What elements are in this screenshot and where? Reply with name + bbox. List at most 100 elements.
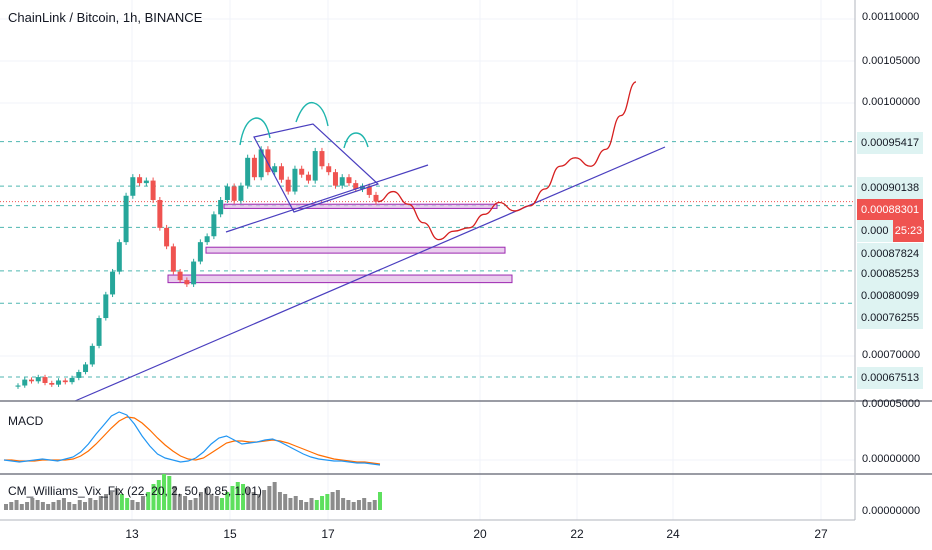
wvf-bar xyxy=(209,494,214,510)
wvf-bar xyxy=(51,502,56,510)
wvf-bar xyxy=(325,494,330,510)
wvf-bar xyxy=(35,500,40,510)
candle-body xyxy=(170,246,176,272)
wvf-bar xyxy=(241,484,246,510)
wvf-bar xyxy=(235,482,240,510)
projection-line xyxy=(377,81,637,241)
wvf-bar xyxy=(335,490,340,510)
wvf-bar xyxy=(378,492,382,510)
wvf-bar xyxy=(98,496,103,510)
wvf-bar xyxy=(204,488,209,510)
candle-body xyxy=(157,199,163,228)
level-tag: 0.00080099 xyxy=(857,285,924,307)
wvf-bar xyxy=(314,500,319,510)
candle-body xyxy=(265,149,271,173)
wvf-bar xyxy=(67,502,72,510)
price-axis[interactable]: 0.00110000 0.00105000 0.00100000 0.00070… xyxy=(855,0,932,550)
support-zone xyxy=(223,203,498,209)
level-tag-partial: 0.000 xyxy=(857,220,893,242)
wvf-bar xyxy=(156,480,161,510)
candle-body xyxy=(204,236,210,243)
wvf-bar xyxy=(256,494,261,510)
candle-body xyxy=(35,377,41,382)
wedge-outline xyxy=(253,123,380,213)
price-tick: 0.00105000 xyxy=(862,55,921,67)
level-tag: 0.00095417 xyxy=(857,132,924,154)
wvf-bar xyxy=(125,498,130,510)
time-tick: 24 xyxy=(666,527,680,541)
wvf-bar xyxy=(109,492,114,510)
candle-body xyxy=(15,385,21,387)
candle-body xyxy=(62,380,68,383)
candle-body xyxy=(373,194,379,202)
wvf-bar xyxy=(251,492,256,510)
wvf-bar xyxy=(356,500,361,510)
time-tick: 17 xyxy=(321,527,335,541)
candle-body xyxy=(339,177,345,186)
candle-body xyxy=(346,177,352,184)
support-zone xyxy=(167,274,513,284)
price-tick: 0.00100000 xyxy=(862,96,921,108)
wvf-bar xyxy=(219,498,224,510)
wvf-bar xyxy=(367,502,372,510)
candle-body xyxy=(164,227,170,247)
candle-body xyxy=(224,186,230,200)
wvf-bar xyxy=(88,498,93,510)
wvf-bar xyxy=(214,496,219,510)
candle-body xyxy=(292,168,298,192)
wvf-bar xyxy=(25,502,30,510)
candle-body xyxy=(184,280,190,285)
wvf-bar xyxy=(304,502,309,510)
wvf-bar xyxy=(56,500,61,510)
wvf-tick: 0.00000000 xyxy=(862,505,921,517)
wvf-bar xyxy=(341,498,346,510)
wvf-bar xyxy=(83,502,88,510)
candle-body xyxy=(29,379,35,382)
wvf-bar xyxy=(267,486,272,510)
candle-body xyxy=(211,214,217,237)
macd-signal-line xyxy=(4,416,381,465)
wvf-bar xyxy=(309,498,314,510)
pane-separators xyxy=(0,400,932,475)
wvf-bar xyxy=(93,500,98,510)
candle-body xyxy=(130,177,136,196)
support-zones[interactable] xyxy=(167,203,513,284)
trendlines[interactable] xyxy=(74,123,666,402)
wvf-bar xyxy=(272,482,277,510)
price-tick: 0.00110000 xyxy=(862,11,920,23)
candle-body xyxy=(137,177,143,184)
wvf-bar xyxy=(130,500,135,510)
wvf-bar xyxy=(167,476,172,510)
pattern-overlay[interactable] xyxy=(239,101,369,149)
wvf-bar xyxy=(330,492,335,510)
wvf-bar xyxy=(172,486,177,510)
right-shoulder xyxy=(343,132,369,149)
time-tick: 20 xyxy=(473,527,487,541)
wvf-bar xyxy=(14,500,19,510)
support-trendline xyxy=(74,146,666,402)
candle-body xyxy=(76,372,82,378)
wvf-bar xyxy=(9,502,14,510)
candle-body xyxy=(56,380,62,385)
candle-body xyxy=(251,157,257,178)
time-tick: 15 xyxy=(223,527,237,541)
candle-body xyxy=(89,345,95,365)
macd-tick: 0.00000000 xyxy=(862,453,921,465)
candle-body xyxy=(116,242,122,272)
wvf-bar xyxy=(77,500,82,510)
candle-body xyxy=(326,166,332,173)
wvf-bar xyxy=(277,492,282,510)
wvf-bar xyxy=(61,498,66,510)
wvf-bar xyxy=(362,498,367,510)
wvf-bar xyxy=(140,496,145,510)
wvf-bar xyxy=(320,496,325,510)
candle-body xyxy=(197,242,203,262)
projection-path[interactable] xyxy=(377,81,637,241)
candle-body xyxy=(110,271,116,295)
candle-body xyxy=(42,377,48,383)
candle-body xyxy=(231,186,237,201)
wvf-bar xyxy=(151,484,156,510)
candle-body xyxy=(238,185,244,201)
wvf-bar xyxy=(104,494,109,510)
